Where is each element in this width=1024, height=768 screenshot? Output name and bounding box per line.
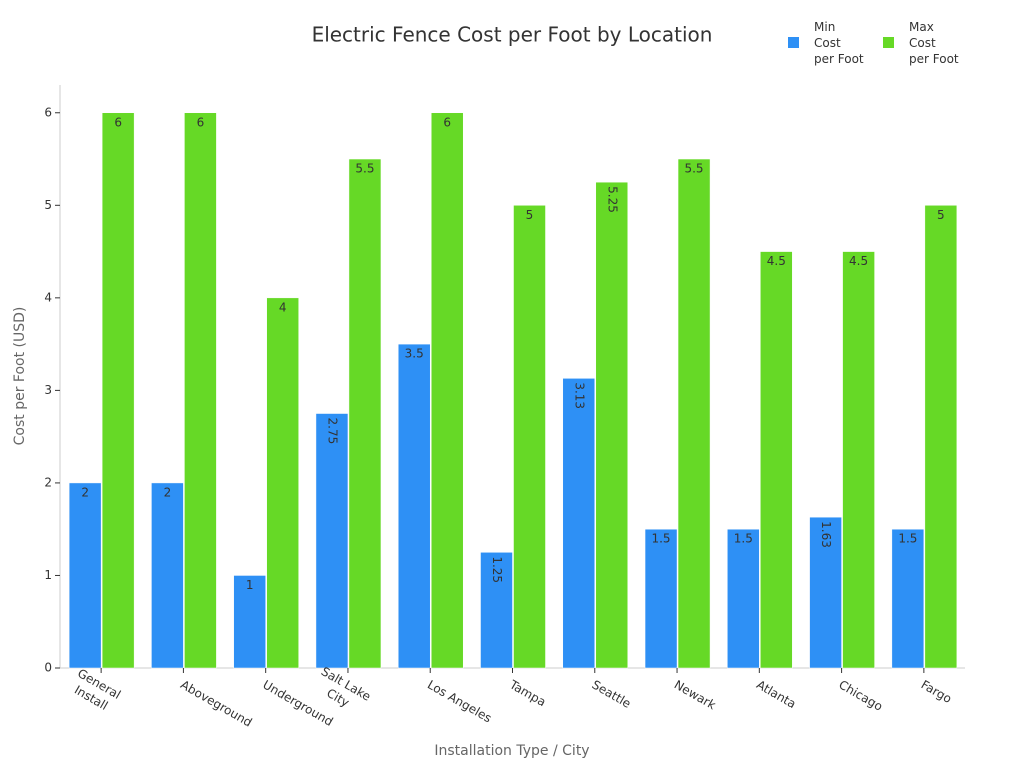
y-tick-label: 5 xyxy=(44,198,52,212)
legend-swatch xyxy=(788,37,799,48)
value-label: 4 xyxy=(279,300,287,314)
bar xyxy=(151,482,184,669)
x-tick-label: Seattle xyxy=(590,678,634,711)
value-label: 2 xyxy=(164,485,172,499)
bar xyxy=(348,158,382,669)
x-tick-label: Fargo xyxy=(919,678,954,707)
y-tick-label: 4 xyxy=(44,290,52,304)
value-label: 1.5 xyxy=(898,532,917,546)
bar xyxy=(644,528,678,669)
x-tick-label: Atlanta xyxy=(754,678,798,712)
x-tick-label: Los Angeles xyxy=(425,678,494,726)
x-tick-label: Chicago xyxy=(836,678,885,714)
bar xyxy=(397,343,431,669)
bar xyxy=(480,552,513,669)
value-label: 3.5 xyxy=(405,347,424,361)
bar xyxy=(760,251,793,669)
y-tick-label: 1 xyxy=(44,568,52,582)
legend-label: Max Cost per Foot xyxy=(909,20,959,66)
value-label: 1.63 xyxy=(819,521,833,548)
value-label: 5.25 xyxy=(605,186,619,213)
value-label: 5.5 xyxy=(355,162,374,176)
bar xyxy=(924,205,958,669)
x-tick-label: Aboveground xyxy=(178,678,254,730)
legend-label: Min Cost per Foot xyxy=(814,20,864,66)
bar xyxy=(842,251,875,669)
y-tick-label: 0 xyxy=(44,661,52,675)
bar xyxy=(677,158,711,669)
bar xyxy=(513,205,546,669)
value-label: 2.75 xyxy=(325,418,339,445)
value-label: 6 xyxy=(197,115,205,129)
value-label: 6 xyxy=(443,115,451,129)
chart-title: Electric Fence Cost per Foot by Location xyxy=(312,23,713,47)
legend-swatch xyxy=(883,37,894,48)
bar xyxy=(595,181,629,669)
bar xyxy=(68,482,102,669)
y-tick-label: 2 xyxy=(44,475,52,489)
bar xyxy=(101,112,135,669)
x-tick-label: GeneralInstall xyxy=(67,666,123,716)
bar xyxy=(430,112,464,669)
x-tick-label: Tampa xyxy=(506,677,548,709)
value-label: 5 xyxy=(937,208,945,222)
bar xyxy=(315,413,349,669)
x-tick-label: Newark xyxy=(672,678,718,713)
value-label: 2 xyxy=(81,485,89,499)
bar xyxy=(727,528,760,669)
value-label: 5 xyxy=(526,208,534,222)
x-tick-label: Underground xyxy=(260,678,335,729)
value-label: 1.5 xyxy=(734,532,753,546)
bar xyxy=(562,378,596,669)
bar xyxy=(233,575,266,669)
y-axis-title: Cost per Foot (USD) xyxy=(12,307,28,446)
value-label: 4.5 xyxy=(849,254,868,268)
value-label: 1.5 xyxy=(651,532,670,546)
value-label: 5.5 xyxy=(684,162,703,176)
bar xyxy=(809,516,842,669)
y-tick-label: 6 xyxy=(44,105,52,119)
value-label: 1.25 xyxy=(490,556,504,583)
bar xyxy=(184,112,217,669)
bar xyxy=(891,528,925,669)
value-label: 1 xyxy=(246,578,254,592)
value-label: 6 xyxy=(114,115,122,129)
y-tick-label: 3 xyxy=(44,383,52,397)
bar xyxy=(266,297,299,669)
value-label: 4.5 xyxy=(767,254,786,268)
value-label: 3.13 xyxy=(572,382,586,409)
x-axis-title: Installation Type / City xyxy=(434,743,589,759)
